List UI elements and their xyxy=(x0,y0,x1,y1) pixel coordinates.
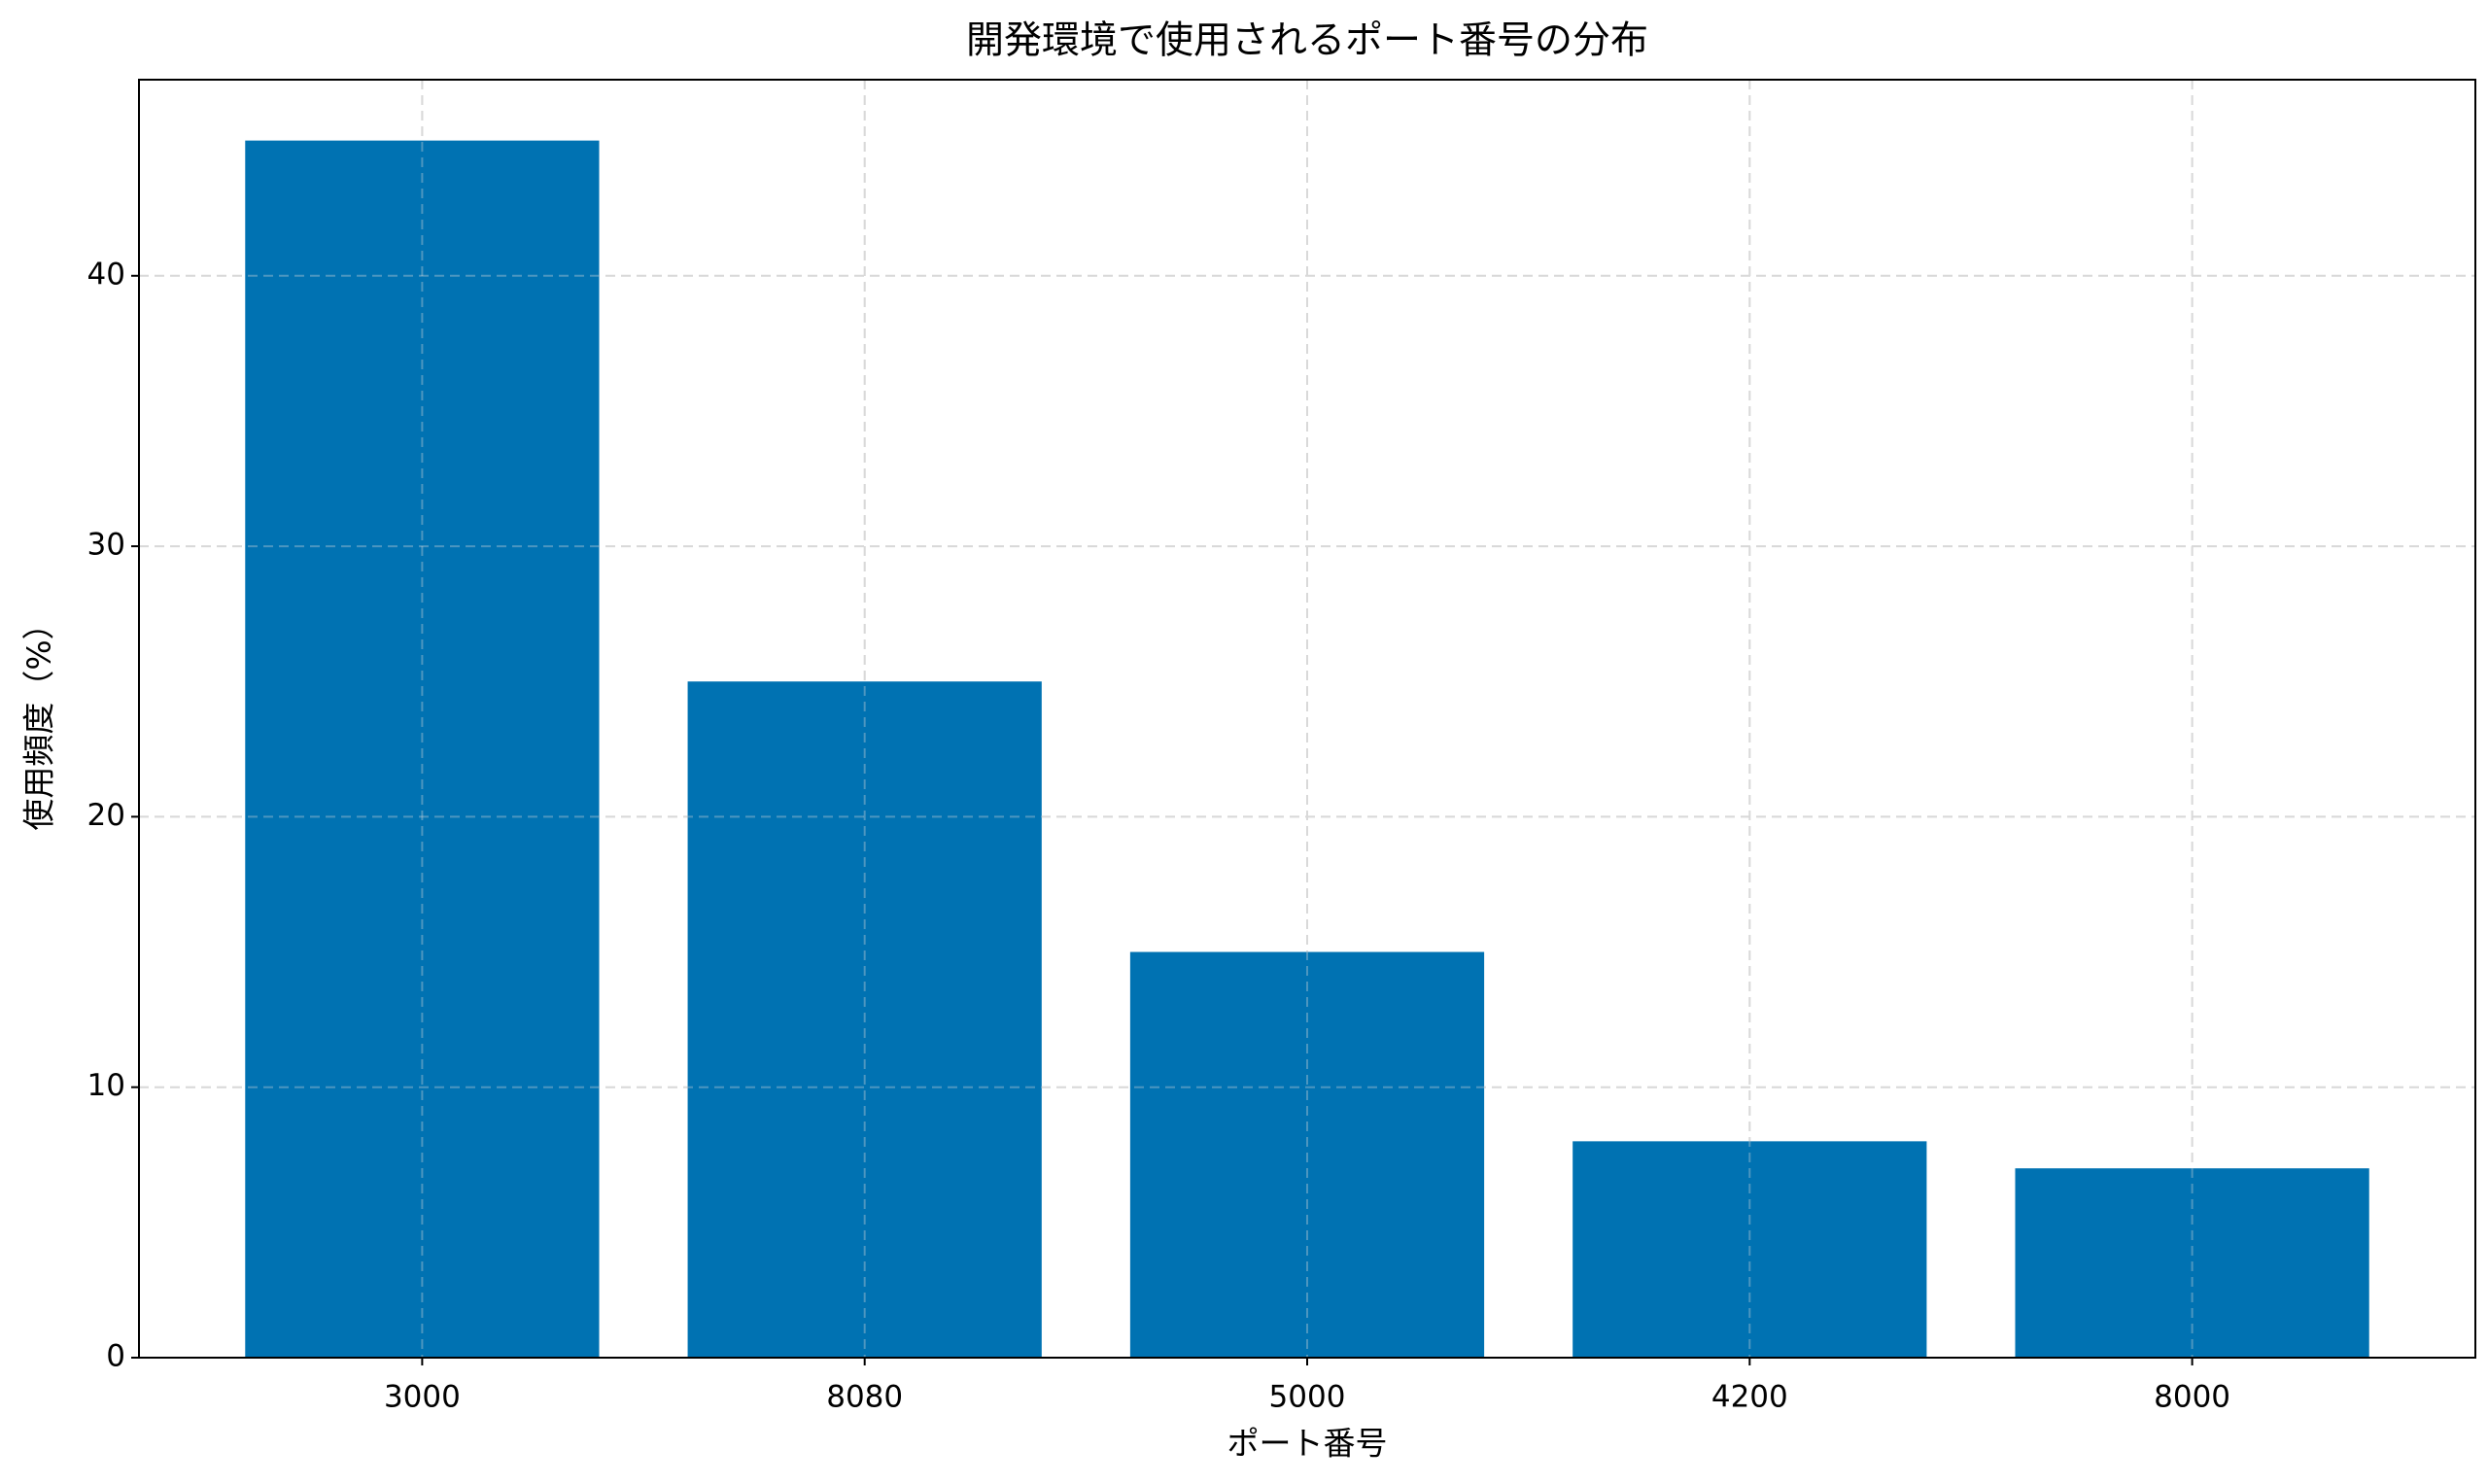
x-tick-label: 4200 xyxy=(1711,1380,1788,1415)
y-tick-label: 30 xyxy=(87,528,125,563)
x-tick-label: 8080 xyxy=(826,1380,903,1415)
bar xyxy=(245,140,600,1359)
x-axis-label: ポート番号 xyxy=(1227,1425,1388,1463)
x-tick-label: 5000 xyxy=(1269,1380,1346,1415)
y-axis-label: 使用頻度（%） xyxy=(20,607,58,830)
plot-frame xyxy=(138,79,2476,1359)
bar xyxy=(1572,1141,1927,1358)
bar xyxy=(687,681,1042,1358)
y-tick-label: 10 xyxy=(87,1068,125,1103)
bar xyxy=(1129,951,1485,1358)
bar xyxy=(2015,1168,2369,1358)
y-tick-label: 0 xyxy=(106,1339,125,1374)
chart-title: 開発環境で使用されるポート番号の分布 xyxy=(966,19,1648,63)
y-tick-label: 20 xyxy=(87,798,125,833)
x-tick-label: 3000 xyxy=(384,1380,461,1415)
x-tick-label: 8000 xyxy=(2154,1380,2230,1415)
y-tick-label: 40 xyxy=(87,257,125,292)
